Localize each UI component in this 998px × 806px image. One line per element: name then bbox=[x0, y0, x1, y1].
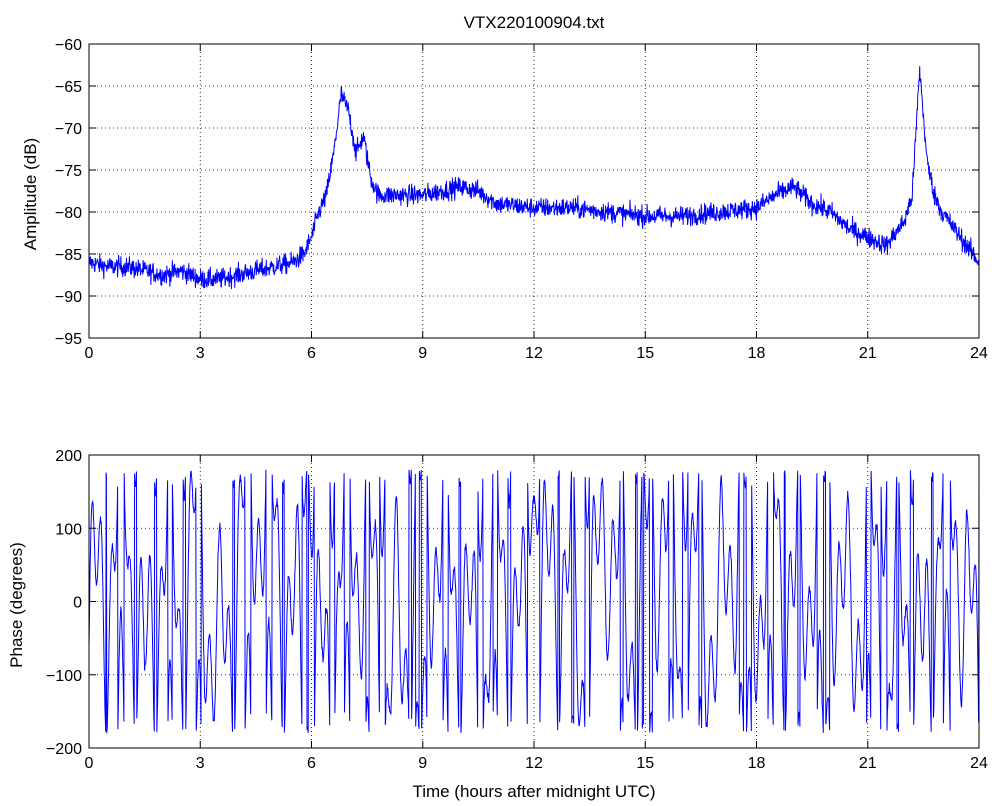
phase-x-tick-label: 9 bbox=[418, 755, 427, 772]
amplitude-x-tick-label: 9 bbox=[418, 345, 427, 362]
phase-x-tick-label: 24 bbox=[970, 755, 988, 772]
amplitude-y-tick-label: −85 bbox=[55, 247, 82, 264]
amplitude-panel: VTX220100904.txt Amplitude (dB) 0 3 6 9 12 15… bbox=[21, 13, 988, 362]
phase-y-tick-label: 200 bbox=[55, 448, 82, 465]
phase-y-tick-label: 100 bbox=[55, 521, 82, 538]
amplitude-y-tick-label: −75 bbox=[55, 163, 82, 180]
amplitude-y-tick-label: −90 bbox=[55, 289, 82, 306]
amplitude-x-tick-label: 15 bbox=[636, 345, 654, 362]
phase-y-tick-label: −200 bbox=[46, 741, 82, 758]
phase-x-tick-label: 6 bbox=[307, 755, 316, 772]
phase-x-tick-label: 18 bbox=[748, 755, 766, 772]
phase-x-tick-label: 15 bbox=[636, 755, 654, 772]
phase-panel: Phase (degrees) Time (hours after midnig… bbox=[7, 448, 988, 801]
amplitude-trace bbox=[88, 66, 980, 290]
amplitude-y-tick-label: −70 bbox=[55, 121, 82, 138]
phase-y-tick-label: −100 bbox=[46, 668, 82, 685]
amplitude-y-tick-label: −80 bbox=[55, 205, 82, 222]
amplitude-x-tick-label: 21 bbox=[859, 345, 877, 362]
amplitude-y-tick-label: −95 bbox=[55, 331, 82, 348]
amplitude-x-tick-label: 24 bbox=[970, 345, 988, 362]
phase-x-tick-label: 21 bbox=[859, 755, 877, 772]
amplitude-x-tick-label: 12 bbox=[525, 345, 543, 362]
amplitude-y-tick-label: −60 bbox=[55, 37, 82, 54]
time-axis-label: Time (hours after midnight UTC) bbox=[412, 782, 655, 801]
amplitude-x-tick-label: 0 bbox=[85, 345, 94, 362]
phase-x-tick-label: 0 bbox=[85, 755, 94, 772]
amplitude-y-tick-label: −65 bbox=[55, 79, 82, 96]
amplitude-x-tick-label: 18 bbox=[748, 345, 766, 362]
amplitude-x-tick-label: 6 bbox=[307, 345, 316, 362]
phase-x-tick-label: 3 bbox=[196, 755, 205, 772]
phase-trace bbox=[88, 469, 980, 734]
amplitude-axis-label: Amplitude (dB) bbox=[21, 138, 40, 250]
phase-x-tick-label: 12 bbox=[525, 755, 543, 772]
amplitude-x-tick-label: 3 bbox=[196, 345, 205, 362]
phase-axis-label: Phase (degrees) bbox=[7, 542, 26, 668]
phase-y-tick-label: 0 bbox=[73, 595, 82, 612]
chart-title: VTX220100904.txt bbox=[464, 13, 605, 32]
